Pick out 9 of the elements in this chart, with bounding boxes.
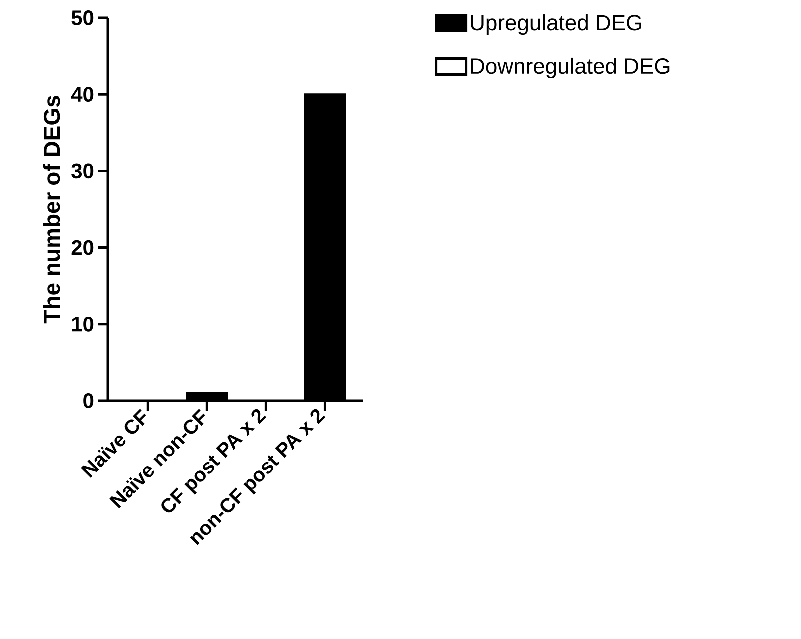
legend-label: Upregulated DEG: [471, 14, 642, 36]
y-tick-label: 40: [71, 87, 94, 102]
y-tick-label: 20: [72, 240, 94, 256]
legend-label: Downregulated DEG: [471, 58, 670, 78]
y-axis-title: The number of DEGs: [43, 96, 60, 324]
y-tick-label: 30: [72, 164, 94, 179]
y-tick-label: 10: [72, 316, 94, 332]
y-tick-label: 0: [84, 394, 94, 408]
y-tick-label: 50: [72, 10, 94, 26]
